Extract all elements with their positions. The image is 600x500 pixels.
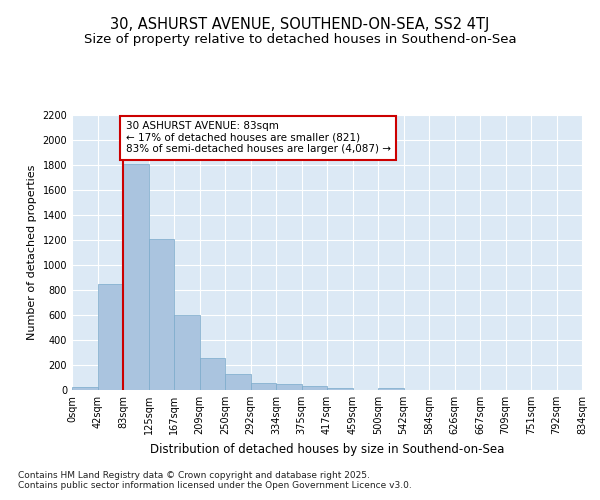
Y-axis label: Number of detached properties: Number of detached properties (27, 165, 37, 340)
Bar (251, 383, 276, 390)
Bar (302, 386, 327, 390)
Bar (199, 358, 225, 390)
Text: Size of property relative to detached houses in Southend-on-Sea: Size of property relative to detached ho… (83, 32, 517, 46)
Bar (327, 388, 353, 390)
Bar (149, 239, 174, 390)
Text: 30 ASHURST AVENUE: 83sqm
← 17% of detached houses are smaller (821)
83% of semi-: 30 ASHURST AVENUE: 83sqm ← 17% of detach… (125, 121, 391, 154)
Bar (72, 387, 97, 390)
Bar (123, 164, 149, 390)
Bar (225, 374, 251, 390)
Text: Contains HM Land Registry data © Crown copyright and database right 2025.
Contai: Contains HM Land Registry data © Crown c… (18, 470, 412, 490)
Bar (378, 388, 404, 390)
Text: 30, ASHURST AVENUE, SOUTHEND-ON-SEA, SS2 4TJ: 30, ASHURST AVENUE, SOUTHEND-ON-SEA, SS2… (110, 18, 490, 32)
Bar (174, 315, 199, 390)
Bar (97, 284, 123, 390)
X-axis label: Distribution of detached houses by size in Southend-on-Sea: Distribution of detached houses by size … (150, 442, 504, 456)
Bar (276, 384, 302, 390)
